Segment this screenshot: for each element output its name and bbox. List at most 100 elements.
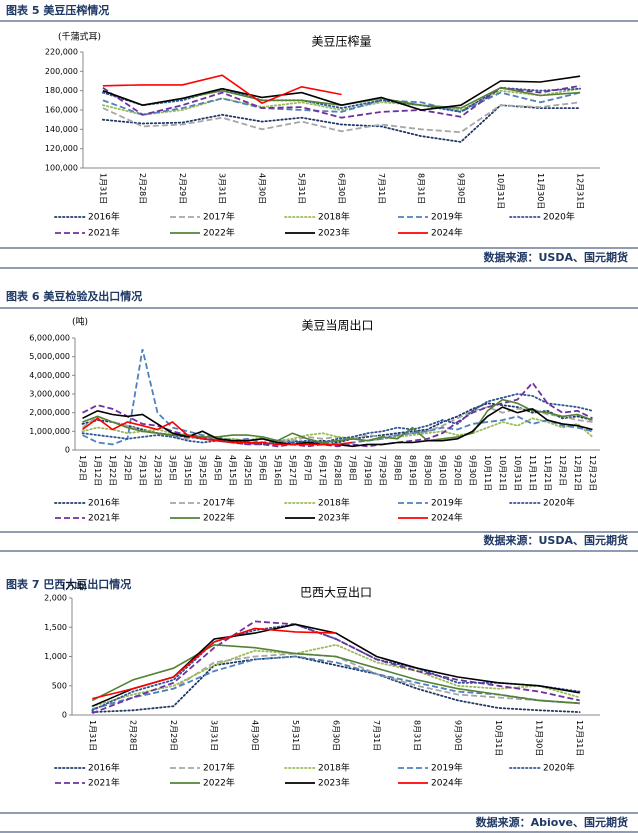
x-tick-label: 4月30日 (250, 720, 259, 751)
legend-label: 2017年 (203, 497, 235, 509)
legend-label: 2019年 (431, 497, 463, 509)
y-unit: (万吨) (62, 581, 87, 593)
legend-label: 2021年 (88, 777, 120, 789)
x-tick-label: 3月31日 (210, 720, 219, 751)
chart-title: 美豆压榨量 (311, 34, 371, 49)
x-tick-label: 11月21日 (543, 455, 552, 491)
y-tick-label: 1,500 (44, 623, 67, 632)
series-line (91, 620, 580, 715)
legend-label: 2023年 (318, 777, 350, 789)
series-line (91, 643, 580, 705)
y-tick-label: 120,000 (45, 144, 78, 153)
x-tick-label: 3月15日 (183, 455, 192, 486)
x-tick-label: 4月25日 (243, 455, 252, 486)
x-tick-label: 8月31日 (413, 720, 422, 751)
y-tick-label: 0 (65, 446, 70, 455)
x-tick-label: 10月31日 (496, 173, 505, 209)
legend-label: 2019年 (431, 211, 463, 223)
chart-title: 美豆当周出口 (301, 319, 373, 333)
legend-label: 2018年 (318, 211, 350, 223)
x-tick-label: 7月31日 (377, 173, 386, 204)
legend-label: 2020年 (543, 762, 575, 774)
legend-label: 2022年 (203, 777, 235, 789)
x-tick-label: 8月30日 (423, 455, 432, 486)
legend-label: 2017年 (203, 762, 235, 774)
x-tick-label: 3月5日 (168, 455, 177, 481)
legend-label: 2024年 (431, 777, 463, 789)
legend-label: 2016年 (88, 497, 120, 509)
x-tick-label: 12月31日 (575, 720, 584, 756)
x-tick-label: 5月16日 (273, 455, 282, 486)
x-tick-label: 6月7日 (303, 455, 312, 481)
source-note: 数据来源：USDA、国元期货 (484, 533, 629, 547)
chart-title: 巴西大豆出口 (300, 586, 372, 600)
y-tick-label: 2,000 (44, 594, 67, 603)
y-tick-label: 4,000,000 (29, 371, 70, 380)
legend-label: 2022年 (203, 227, 235, 239)
x-tick-label: 10月11日 (483, 455, 492, 491)
x-tick-label: 12月31日 (576, 173, 585, 209)
x-tick-label: 10月31日 (513, 455, 522, 491)
x-tick-label: 10月31日 (494, 720, 503, 756)
figure-heading: 图表 5 美豆压榨情况 (6, 3, 109, 17)
y-tick-label: 3,000,000 (29, 390, 70, 399)
y-tick-label: 5,000,000 (29, 352, 70, 361)
x-tick-label: 4月5日 (213, 455, 222, 481)
series-line (82, 398, 593, 444)
legend-label: 2018年 (318, 762, 350, 774)
x-tick-label: 3月31日 (218, 173, 227, 204)
x-tick-label: 4月15日 (228, 455, 237, 486)
x-tick-label: 1月31日 (88, 720, 97, 751)
x-tick-label: 8月19日 (408, 455, 417, 486)
y-unit: (吨) (72, 316, 88, 328)
legend-label: 2022年 (203, 512, 235, 524)
y-tick-label: 2,000,000 (29, 408, 70, 417)
x-tick-label: 5月31日 (297, 173, 306, 204)
series-line (102, 91, 581, 116)
series-line (82, 417, 353, 446)
x-tick-label: 2月13日 (138, 455, 147, 486)
x-tick-label: 7月29日 (378, 455, 387, 486)
series-line (102, 87, 581, 116)
legend-label: 2017年 (203, 211, 235, 223)
y-tick-label: 500 (52, 681, 67, 690)
x-tick-label: 9月30日 (453, 720, 462, 751)
legend-label: 2023年 (318, 512, 350, 524)
x-tick-label: 4月30日 (257, 173, 266, 204)
series-line (102, 74, 342, 105)
series-line (92, 627, 337, 700)
x-tick-label: 9月30日 (456, 173, 465, 204)
x-tick-label: 5月6日 (258, 455, 267, 481)
x-tick-label: 9月20日 (453, 455, 462, 486)
y-unit: (千蒲式耳) (58, 31, 101, 43)
legend-label: 2021年 (88, 512, 120, 524)
x-tick-label: 1月22日 (108, 455, 117, 486)
x-tick-label: 5月27日 (288, 455, 297, 486)
x-tick-label: 12月12日 (573, 455, 582, 491)
x-tick-label: 2月28日 (128, 720, 137, 751)
x-tick-label: 5月31日 (291, 720, 300, 751)
y-tick-label: 140,000 (45, 125, 78, 134)
source-note: 数据来源：USDA、国元期货 (484, 250, 629, 264)
legend-label: 2024年 (431, 512, 463, 524)
x-tick-label: 2月28日 (138, 173, 147, 204)
x-tick-label: 6月30日 (337, 173, 346, 204)
y-tick-label: 6,000,000 (29, 334, 70, 343)
y-tick-label: 200,000 (45, 67, 78, 76)
legend-label: 2023年 (318, 227, 350, 239)
x-tick-label: 7月31日 (372, 720, 381, 751)
y-tick-label: 1,000,000 (29, 427, 70, 436)
x-tick-label: 9月10日 (438, 455, 447, 486)
x-tick-label: 2月23日 (153, 455, 162, 486)
x-tick-label: 8月31日 (417, 173, 426, 204)
x-tick-label: 2月29日 (169, 720, 178, 751)
series-line (81, 402, 594, 446)
x-tick-label: 11月30日 (535, 720, 544, 756)
y-tick-label: 100,000 (45, 164, 78, 173)
x-tick-label: 11月30日 (536, 173, 545, 209)
x-tick-label: 10月21日 (498, 455, 507, 491)
y-tick-label: 220,000 (45, 48, 78, 57)
x-tick-label: 8月8日 (393, 455, 402, 481)
legend-label: 2019年 (431, 762, 463, 774)
